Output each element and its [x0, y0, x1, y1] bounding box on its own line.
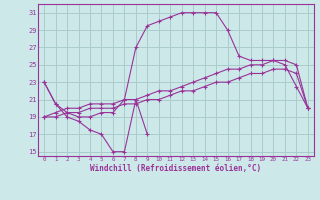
X-axis label: Windchill (Refroidissement éolien,°C): Windchill (Refroidissement éolien,°C): [91, 164, 261, 173]
